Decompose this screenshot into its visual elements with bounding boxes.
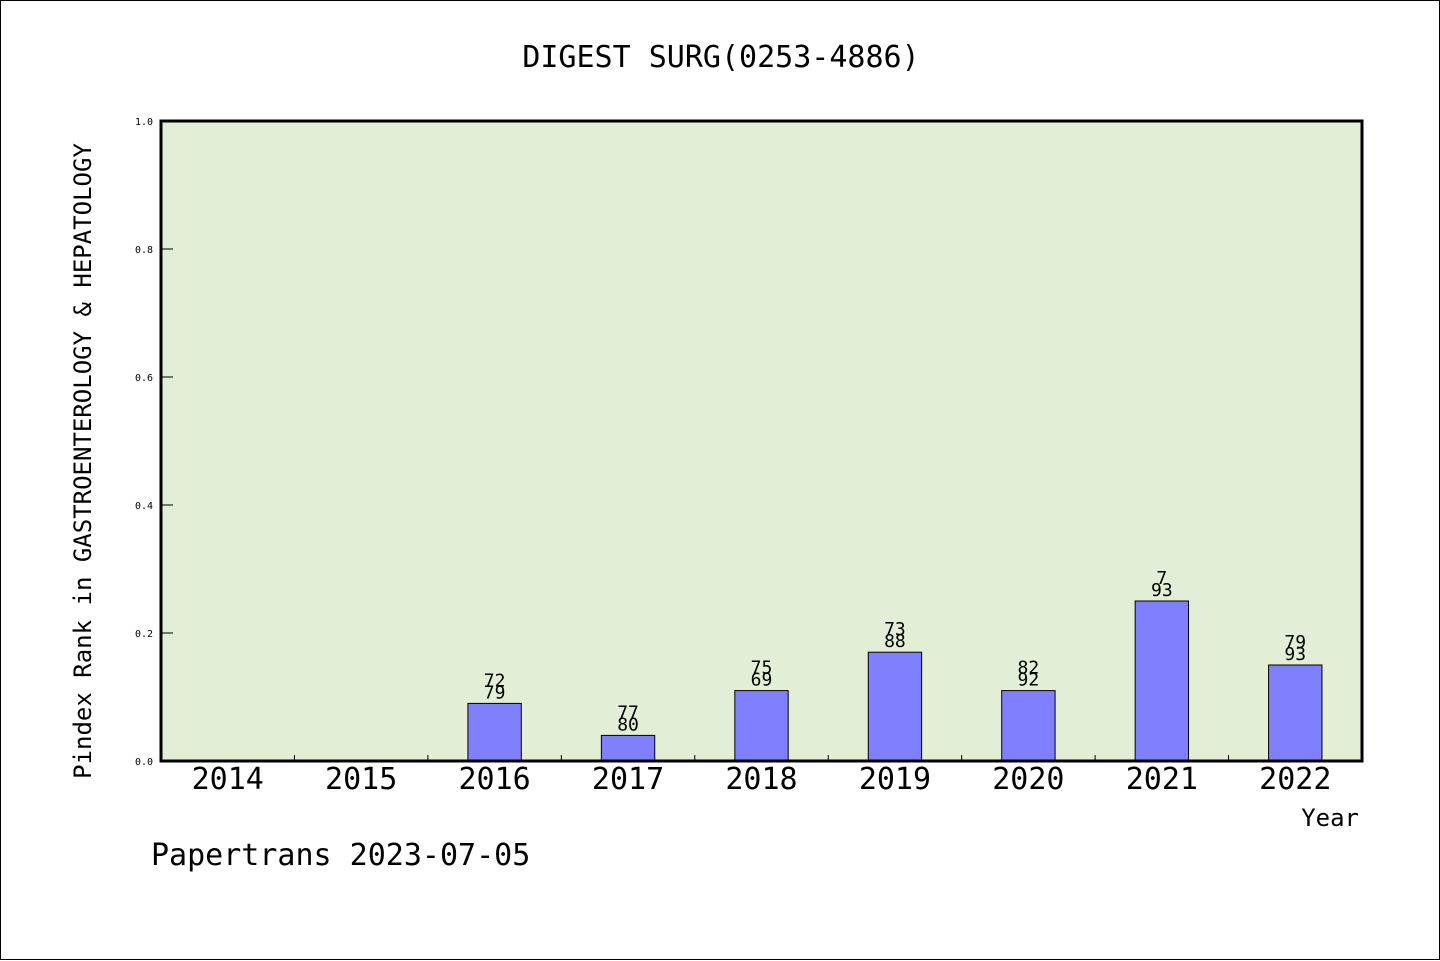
data-label-bottom: 93 [1284,644,1306,665]
x-tick-label: 2014 [192,762,264,797]
x-tick-label: 2022 [1259,762,1331,797]
y-axis-label: Pindex Rank in GASTROENTEROLOGY & HEPATO… [69,143,97,779]
x-tick-label: 2016 [458,762,530,797]
data-label-bottom: 93 [1151,580,1173,601]
bar-2020 [1001,690,1056,762]
data-label-bottom: 80 [617,714,639,735]
data-label-top: 7 [1156,568,1167,589]
bar-2022 [1268,664,1323,762]
x-tick-label: 2017 [592,762,664,797]
x-tick-label: 2020 [992,762,1064,797]
x-tick-label: 2021 [1126,762,1198,797]
data-label-bottom: 79 [484,682,506,703]
y-tick-label: 0.0 [135,757,153,768]
bar-2018 [734,690,789,762]
data-label-top: 82 [1018,658,1040,679]
footer-watermark: Papertrans 2023-07-05 [151,838,530,873]
x-axis-label: Year [1301,804,1359,832]
chart-title: DIGEST SURG(0253-4886) [522,40,919,75]
x-tick-label: 2019 [859,762,931,797]
y-tick-label: 0.8 [135,245,153,256]
y-tick-label: 0.2 [135,629,153,640]
x-axis: 2014 2015 2016 2017 2018 2019 2020 2021 2022 [192,755,1331,797]
y-tick-label: 0.4 [135,501,153,512]
data-label-top: 79 [1284,632,1306,653]
data-label-bottom: 88 [884,631,906,652]
x-tick-label: 2015 [325,762,397,797]
bar-2017 [600,734,656,762]
y-tick-label: 0.6 [135,373,153,384]
plot-border [159,119,1364,763]
data-label-top: 77 [617,702,639,723]
bar-2016 [467,702,522,762]
x-tick-label: 2018 [725,762,797,797]
data-label-bottom: 92 [1018,670,1040,691]
data-label-top: 75 [751,658,773,679]
bar-2021 [1134,600,1190,762]
data-label-bottom: 69 [751,670,773,691]
data-label-top: 73 [884,619,906,640]
bar-2019 [867,651,923,762]
y-tick-label: 1.0 [135,117,153,128]
data-label-top: 72 [484,670,506,691]
